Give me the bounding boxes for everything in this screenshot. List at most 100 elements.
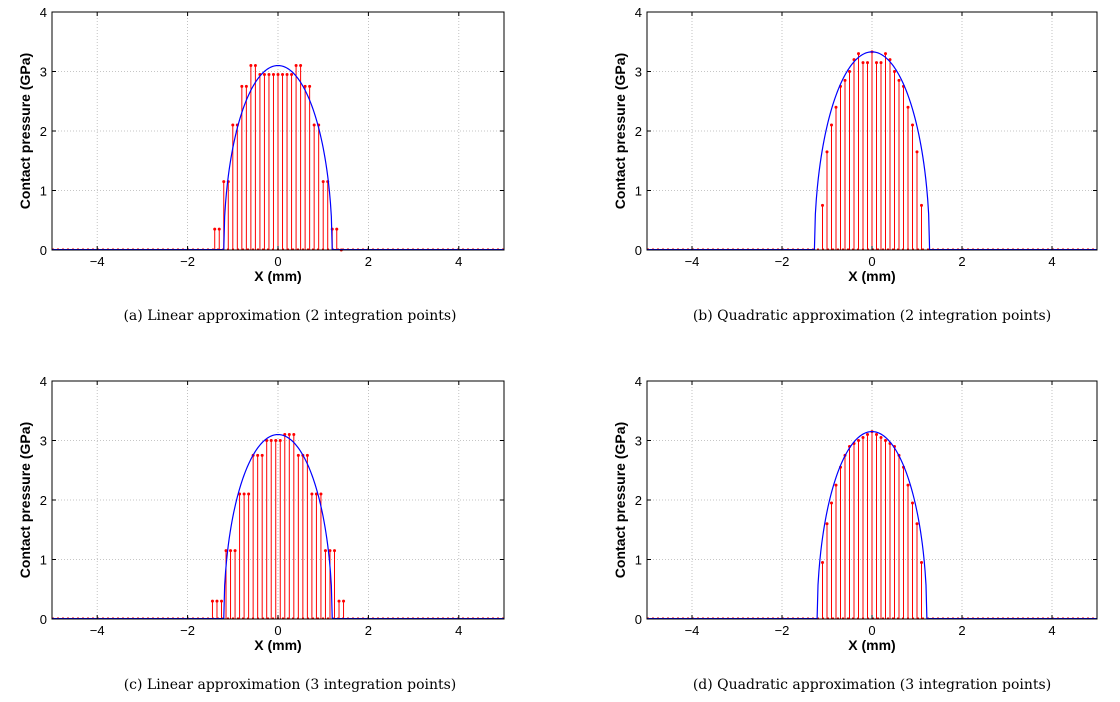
stem-marker: [915, 150, 919, 154]
stem-marker: [319, 492, 323, 496]
stem-marker: [875, 433, 878, 437]
stem-marker: [303, 84, 307, 88]
panel-d: −4 −2 0 2 4 0 1 2 3 4 X (mm) Contact pressure (GPa)…: [612, 374, 1098, 693]
stem-marker: [274, 439, 278, 442]
stem-marker: [256, 453, 260, 457]
y-tick-label: 4: [40, 374, 47, 389]
x-tick-label: 4: [1048, 623, 1055, 638]
y-tick-label: 0: [40, 243, 47, 258]
x-tick-label: 2: [365, 623, 372, 638]
y-tick-label: 1: [40, 553, 47, 568]
analytical-curve: [813, 51, 931, 251]
stem-marker: [253, 64, 257, 68]
analytical-curve: [223, 433, 333, 620]
x-tick-label: 0: [868, 623, 875, 638]
stem-marker: [843, 78, 847, 82]
x-tick-label: −2: [180, 254, 195, 269]
x-tick-label: 4: [455, 623, 462, 638]
stem-marker: [875, 61, 878, 65]
stem-marker: [285, 72, 289, 76]
stem-marker: [861, 61, 865, 65]
x-tick-label: 0: [274, 254, 281, 269]
stem-marker: [866, 433, 869, 437]
analytical-curve: [223, 64, 333, 251]
y-tick-label: 3: [635, 434, 642, 449]
stem-marker: [213, 227, 217, 231]
stem-marker: [247, 492, 251, 496]
y-tick-label: 4: [635, 5, 642, 20]
stem-marker: [335, 227, 339, 231]
panel-caption: (a) Linear approximation (2 integration …: [123, 308, 456, 324]
stem-marker: [906, 483, 910, 487]
panel-c: −4 −2 0 2 4 0 1 2 3 4 X (mm) Contact pressure (GPa)…: [17, 374, 505, 693]
stem-marker: [294, 64, 298, 68]
stem-marker: [290, 72, 294, 76]
y-tick-label: 0: [40, 612, 47, 627]
stem-marker: [229, 549, 233, 553]
stem-marker: [271, 72, 275, 76]
x-tick-label: −2: [180, 623, 195, 638]
y-tick-label: 3: [40, 434, 47, 449]
stem-marker: [879, 436, 883, 440]
y-axis-label: Contact pressure (GPa): [612, 422, 628, 578]
y-tick-label: 3: [40, 65, 47, 80]
y-tick-label: 1: [635, 184, 642, 199]
stem-marker: [920, 560, 923, 564]
x-tick-label: 2: [365, 254, 372, 269]
x-tick-label: −4: [685, 254, 700, 269]
stem-marker: [906, 105, 910, 109]
stem-marker: [321, 180, 325, 184]
x-tick-label: 4: [455, 254, 462, 269]
stem-marker: [893, 70, 896, 73]
x-axis-label: X (mm): [848, 637, 895, 653]
x-tick-label: 2: [958, 623, 965, 638]
stem-marker: [281, 72, 285, 76]
stem-marker: [215, 599, 219, 603]
x-tick-label: −4: [685, 623, 700, 638]
stem-marker: [830, 123, 833, 127]
stem-marker: [821, 203, 824, 207]
x-axis-label: X (mm): [254, 268, 301, 284]
stem-marker: [328, 549, 332, 553]
x-tick-label: 4: [1048, 254, 1055, 269]
stem-marker: [857, 439, 860, 442]
stem-marker: [834, 483, 838, 487]
y-tick-label: 2: [40, 493, 47, 508]
stem-marker: [269, 439, 273, 442]
x-axis-label: X (mm): [254, 637, 301, 653]
stem-marker: [911, 501, 914, 505]
stem-marker: [249, 64, 253, 68]
y-tick-label: 1: [635, 553, 642, 568]
y-tick-label: 2: [40, 124, 47, 139]
panel-caption: (d) Quadratic approximation (3 integrati…: [693, 677, 1051, 693]
stem-marker: [210, 599, 214, 603]
y-axis-label: Contact pressure (GPa): [612, 53, 628, 209]
stem-marker: [217, 227, 221, 231]
y-tick-label: 2: [635, 493, 642, 508]
stem-marker: [312, 123, 316, 127]
stem-marker: [825, 150, 829, 154]
stem-marker: [897, 78, 901, 82]
x-tick-label: −2: [775, 254, 790, 269]
stem-marker: [292, 433, 296, 437]
stem-marker: [299, 64, 303, 68]
stem-marker: [323, 549, 327, 553]
stem-marker: [240, 84, 244, 88]
stem-marker: [224, 549, 228, 553]
stem-marker: [305, 453, 309, 457]
stem-marker: [830, 501, 833, 505]
stem-marker: [825, 522, 829, 526]
y-tick-label: 4: [40, 5, 47, 20]
y-tick-label: 1: [40, 184, 47, 199]
stem-marker: [861, 436, 865, 440]
x-tick-label: 0: [274, 623, 281, 638]
panel-caption: (c) Linear approximation (3 integration …: [124, 677, 457, 693]
stem-marker: [276, 72, 280, 76]
y-tick-label: 0: [635, 612, 642, 627]
y-tick-label: 0: [635, 243, 642, 258]
stem-marker: [884, 52, 887, 56]
stem-marker: [231, 123, 235, 127]
stem-marker: [866, 61, 869, 65]
stem-marker: [220, 599, 223, 603]
stem-marker: [222, 180, 226, 184]
